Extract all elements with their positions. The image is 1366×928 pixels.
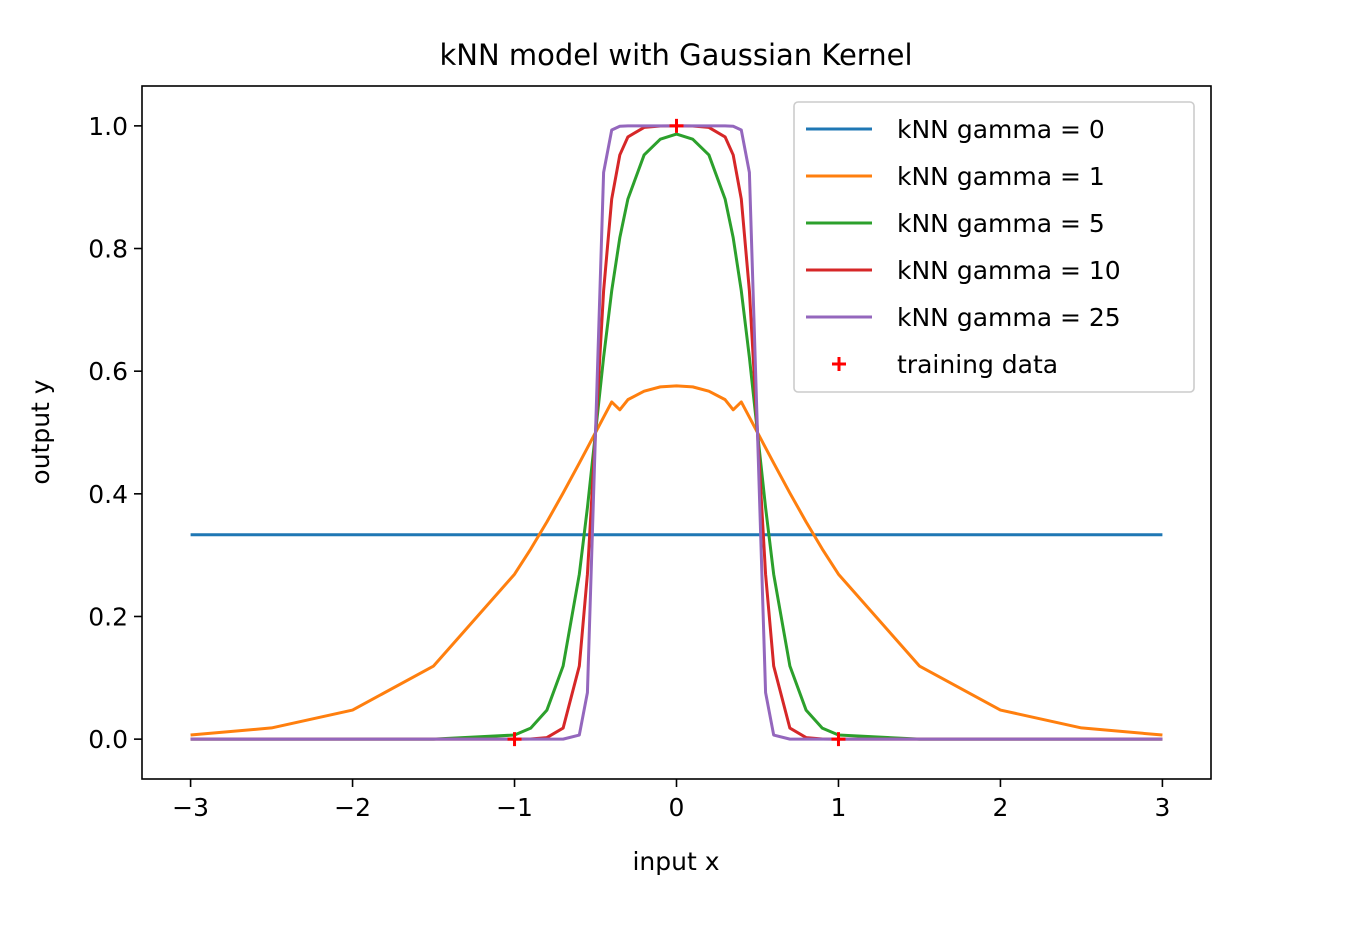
x-tick-label: −2 bbox=[334, 793, 371, 822]
legend-entry-knn-gamma-1: kNN gamma = 1 bbox=[806, 162, 1105, 191]
y-tick-label: 0.0 bbox=[88, 725, 128, 754]
y-axis-ticks: 0.0 0.2 0.4 0.6 0.8 1.0 bbox=[88, 112, 142, 754]
x-tick-label: 0 bbox=[669, 793, 685, 822]
series-line-knn-gamma-1 bbox=[190, 384, 1163, 737]
x-axis-label: input x bbox=[632, 847, 719, 876]
legend-label: kNN gamma = 25 bbox=[897, 303, 1121, 332]
legend-label: kNN gamma = 5 bbox=[897, 209, 1105, 238]
training-data-point bbox=[831, 732, 846, 747]
plot-area bbox=[141, 85, 1212, 780]
y-tick-label: 0.6 bbox=[88, 357, 128, 386]
x-tick-label: −1 bbox=[496, 793, 533, 822]
legend-items: kNN gamma = 0 kNN gamma = 1 kNN gamma = 5 k… bbox=[806, 115, 1121, 379]
legend-label: kNN gamma = 0 bbox=[897, 115, 1105, 144]
training-marker-layer bbox=[507, 118, 846, 747]
y-axis-label: output y bbox=[26, 379, 55, 484]
legend-entry-training-data: training data bbox=[832, 350, 1058, 379]
training-data-point bbox=[507, 732, 522, 747]
legend-box bbox=[793, 101, 1195, 393]
y-tick-label: 1.0 bbox=[88, 112, 128, 141]
legend-entry-knn-gamma-5: kNN gamma = 5 bbox=[806, 209, 1105, 238]
legend-entry-knn-gamma-25: kNN gamma = 25 bbox=[806, 303, 1121, 332]
series-line-knn-gamma-5 bbox=[190, 132, 1163, 741]
legend-label: training data bbox=[897, 350, 1058, 379]
legend-entry-knn-gamma-0: kNN gamma = 0 bbox=[806, 115, 1105, 144]
x-axis-ticks: −3 −2 −1 0 1 2 3 bbox=[172, 779, 1170, 822]
chart-title: kNN model with Gaussian Kernel bbox=[439, 38, 912, 72]
legend: kNN gamma = 0 kNN gamma = 1 kNN gamma = 5 k… bbox=[793, 101, 1195, 393]
training-data-point bbox=[669, 118, 684, 133]
y-tick-label: 0.8 bbox=[88, 235, 128, 264]
x-tick-label: 1 bbox=[831, 793, 847, 822]
y-tick-label: 0.2 bbox=[88, 602, 128, 631]
legend-entry-knn-gamma-10: kNN gamma = 10 bbox=[806, 256, 1121, 285]
x-tick-label: −3 bbox=[172, 793, 209, 822]
x-tick-label: 3 bbox=[1154, 793, 1170, 822]
legend-label: kNN gamma = 1 bbox=[897, 162, 1105, 191]
x-tick-label: 2 bbox=[992, 793, 1008, 822]
y-tick-label: 0.4 bbox=[88, 480, 128, 509]
legend-label: kNN gamma = 10 bbox=[897, 256, 1121, 285]
